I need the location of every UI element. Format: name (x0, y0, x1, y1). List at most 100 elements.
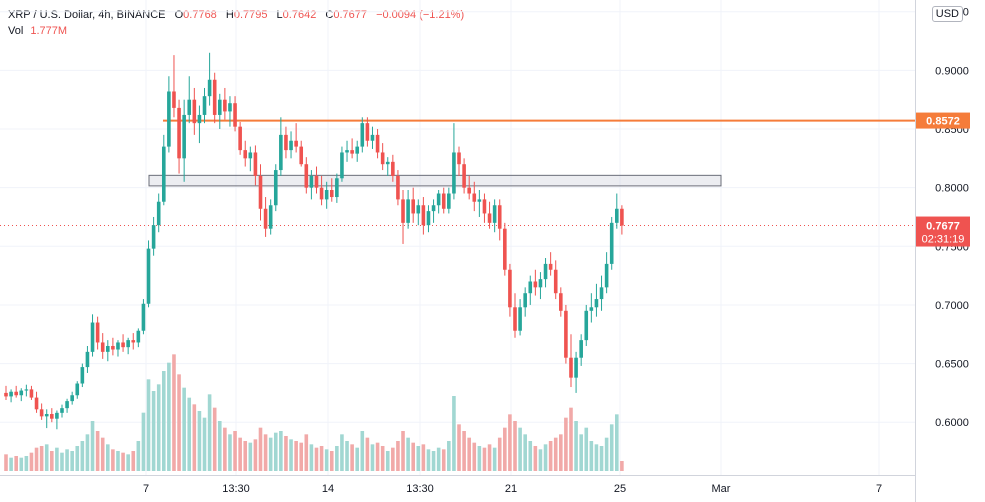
volume-bar (492, 447, 497, 471)
volume-bar (126, 454, 130, 471)
candle-body (350, 150, 354, 154)
candle-body (513, 307, 517, 331)
candle-body (172, 91, 176, 108)
volume-bar (543, 444, 548, 471)
candle-body (19, 390, 24, 396)
volume-bar (24, 456, 29, 471)
candle-body (146, 248, 151, 304)
candle-body (533, 281, 538, 288)
candle-body (452, 152, 456, 194)
volume-bar (202, 417, 207, 471)
volume-bar (70, 451, 74, 471)
volume-bar (75, 446, 80, 471)
volume-bar (136, 441, 141, 471)
candle-body (589, 307, 594, 311)
volume-bar (324, 449, 329, 471)
candle-body (212, 79, 217, 115)
candle-body (34, 397, 39, 410)
open-key: O (174, 9, 184, 21)
candle-body (60, 408, 64, 413)
candle-body (9, 391, 13, 397)
candle-body (228, 103, 232, 112)
volume-bar (106, 444, 110, 471)
candle-body (604, 263, 609, 288)
candle-body (375, 134, 380, 153)
countdown-label: 02:31:19 (922, 234, 965, 246)
candle-body (309, 175, 314, 188)
candle-body (548, 263, 553, 270)
candle-body (477, 199, 482, 202)
x-tick-label: 13:30 (222, 483, 250, 495)
volume-bar (345, 441, 349, 471)
candle-body (401, 199, 405, 223)
high-key: H (225, 9, 234, 21)
candle-body (75, 383, 80, 396)
candle-body (508, 269, 512, 308)
candle-body (503, 228, 507, 270)
candle-body (167, 91, 171, 147)
volume-bar (579, 434, 583, 471)
volume-bar (294, 441, 298, 471)
volume-bar (228, 434, 232, 471)
volume-bar (116, 451, 120, 471)
volume-bar (309, 444, 314, 471)
candle-body (599, 287, 604, 300)
y-tick-label: 0.7000 (935, 300, 969, 312)
volume-bar (223, 427, 227, 471)
candle-body (50, 414, 54, 419)
volume-bar (350, 444, 354, 471)
candle-body (360, 123, 365, 147)
y-tick-label: 0.9000 (935, 65, 969, 77)
currency-badge[interactable]: USD (931, 6, 963, 22)
volume-bar (9, 457, 13, 471)
candle-body (207, 79, 212, 97)
candle-body (131, 340, 136, 343)
volume-bar (360, 431, 365, 471)
volume-bar (604, 437, 609, 471)
volume-bar (121, 452, 125, 471)
candle-body (4, 392, 8, 397)
candle-body (482, 199, 487, 214)
candle-body (370, 134, 375, 141)
volume-bar (141, 412, 146, 471)
volume-bar (411, 442, 415, 471)
volume-bar (594, 444, 599, 471)
candle-body (467, 187, 471, 194)
candle-body (100, 342, 105, 352)
volume-bar (599, 446, 604, 471)
volume-bar (452, 396, 456, 471)
candle-body (416, 205, 421, 214)
candle-body (574, 357, 578, 378)
volume-bar (477, 446, 482, 471)
x-tick-label: 14 (322, 483, 334, 495)
volume-bar (457, 424, 461, 471)
x-tick-label: Mar (712, 483, 731, 495)
candle-body (126, 340, 130, 348)
volume-bar (620, 461, 624, 471)
candle-body (564, 310, 568, 358)
candle-body (238, 126, 242, 151)
volume-bar (355, 447, 360, 471)
volume-bar (441, 449, 446, 471)
candle-body (95, 322, 100, 343)
current-price-tag (916, 216, 970, 247)
volume-bar (34, 447, 39, 471)
candle-body (380, 152, 385, 165)
volume-bar (217, 421, 222, 471)
candle-body (14, 391, 18, 396)
volume-bar (4, 454, 8, 471)
candle-body (151, 225, 156, 249)
x-tick-label: 7 (876, 483, 882, 495)
volume-key: Vol (8, 25, 24, 37)
volume-bar (340, 434, 344, 471)
volume-bar (447, 441, 451, 471)
volume-bar (385, 451, 390, 471)
candle-body (396, 175, 400, 200)
volume-bar (518, 427, 522, 471)
candle-body (304, 164, 309, 188)
volume-bar (503, 427, 507, 471)
candle-body (161, 146, 166, 202)
candle-body (472, 193, 477, 202)
volume-bar (523, 434, 527, 471)
